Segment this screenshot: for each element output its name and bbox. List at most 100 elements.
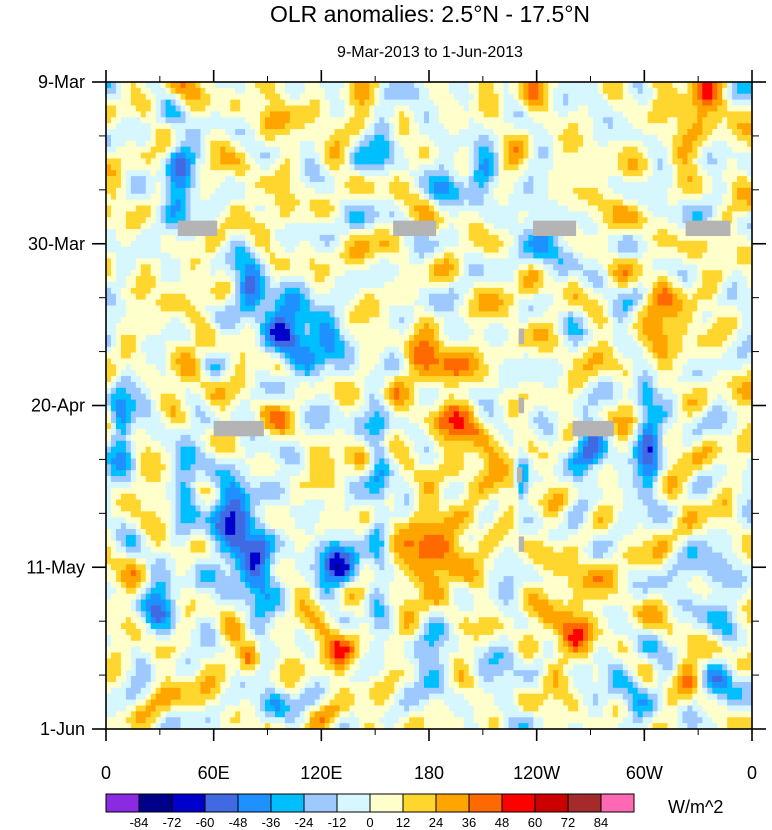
heat-cell <box>612 146 619 154</box>
heat-cell <box>110 129 117 136</box>
heat-cell <box>409 117 415 124</box>
heat-cell <box>235 193 241 201</box>
heat-cell <box>409 199 415 207</box>
heat-cell <box>592 211 599 218</box>
heat-cell <box>503 229 510 236</box>
heat-cell <box>712 164 718 171</box>
heat-cell <box>682 258 688 265</box>
heat-cell <box>374 99 380 107</box>
heat-cell <box>483 181 490 189</box>
heat-cell <box>294 270 301 277</box>
heat-cell <box>513 134 520 142</box>
heat-cell <box>294 99 301 107</box>
heat-cell <box>344 211 351 218</box>
heat-cell <box>409 270 415 277</box>
heat-cell <box>115 111 122 118</box>
heat-cell <box>205 152 211 160</box>
heat-cell <box>732 199 738 207</box>
heat-cell <box>125 258 132 265</box>
heat-cell <box>279 117 286 124</box>
heat-cell <box>438 229 445 236</box>
heat-cell <box>592 223 599 230</box>
heat-cell <box>205 264 211 271</box>
heat-cell <box>205 234 211 242</box>
heat-cell <box>379 93 385 101</box>
heat-cell <box>309 240 316 248</box>
heat-cell <box>617 129 624 136</box>
heat-cell <box>672 99 679 107</box>
heat-cell <box>265 164 271 171</box>
heat-cell <box>443 299 450 307</box>
heat-cell <box>438 111 445 118</box>
heat-cell <box>533 123 539 130</box>
heat-cell <box>553 146 559 154</box>
heat-cell <box>732 164 738 171</box>
heat-cell <box>304 193 311 201</box>
heat-cell <box>717 234 723 242</box>
heat-cell <box>617 264 624 271</box>
heat-cell <box>667 123 674 130</box>
heat-cell <box>667 129 674 136</box>
heat-cell <box>190 276 197 283</box>
heat-cell <box>438 82 445 89</box>
heat-cell <box>483 187 490 195</box>
heat-cell <box>135 123 142 130</box>
heat-cell <box>647 293 654 301</box>
heat-cell <box>175 93 182 101</box>
heat-cell <box>573 82 579 89</box>
heat-cell <box>140 252 147 260</box>
heat-cell <box>145 134 152 142</box>
heat-cell <box>493 187 500 195</box>
heat-cell <box>304 234 311 242</box>
heat-cell <box>354 199 361 207</box>
heat-cell <box>712 217 718 224</box>
heat-cell <box>702 193 708 201</box>
heat-cell <box>662 276 669 283</box>
heat-cell <box>518 258 525 265</box>
heat-cell <box>677 246 684 254</box>
heat-cell <box>160 152 167 160</box>
heat-cell <box>657 99 664 107</box>
heat-cell <box>583 299 589 307</box>
heat-cell <box>583 293 589 301</box>
heat-cell <box>543 170 549 177</box>
heat-cell <box>627 205 634 212</box>
heat-cell <box>210 129 216 136</box>
heat-cell <box>478 87 485 95</box>
heat-cell <box>155 87 162 95</box>
heat-cell <box>607 299 614 307</box>
heat-cell <box>677 117 684 124</box>
heat-cell <box>329 305 336 312</box>
heat-cell <box>414 270 420 277</box>
heat-cell <box>597 164 604 171</box>
heat-cell <box>170 82 177 89</box>
heat-cell <box>354 217 361 224</box>
heat-cell <box>414 152 420 160</box>
heat-cell <box>622 240 629 248</box>
heat-cell <box>448 223 455 230</box>
heat-cell <box>488 246 495 254</box>
heat-cell <box>255 217 261 224</box>
heat-cell <box>662 229 669 236</box>
heat-cell <box>150 87 157 95</box>
heat-cell <box>379 158 385 165</box>
heat-cell <box>672 158 679 165</box>
heat-cell <box>269 146 276 154</box>
heat-cell <box>155 305 162 312</box>
heat-cell <box>190 264 197 271</box>
heat-cell <box>250 293 256 301</box>
heat-cell <box>513 164 520 171</box>
heat-cell <box>672 87 679 95</box>
heat-cell <box>473 270 480 277</box>
heat-cell <box>304 281 311 289</box>
heat-cell <box>155 199 162 207</box>
heat-cell <box>498 217 505 224</box>
heat-cell <box>235 87 241 95</box>
heat-cell <box>240 252 246 260</box>
heat-cell <box>384 193 390 201</box>
heat-cell <box>602 146 609 154</box>
heat-cell <box>304 158 311 165</box>
heat-cell <box>503 211 510 218</box>
heat-cell <box>190 164 197 171</box>
heat-cell <box>240 152 246 160</box>
